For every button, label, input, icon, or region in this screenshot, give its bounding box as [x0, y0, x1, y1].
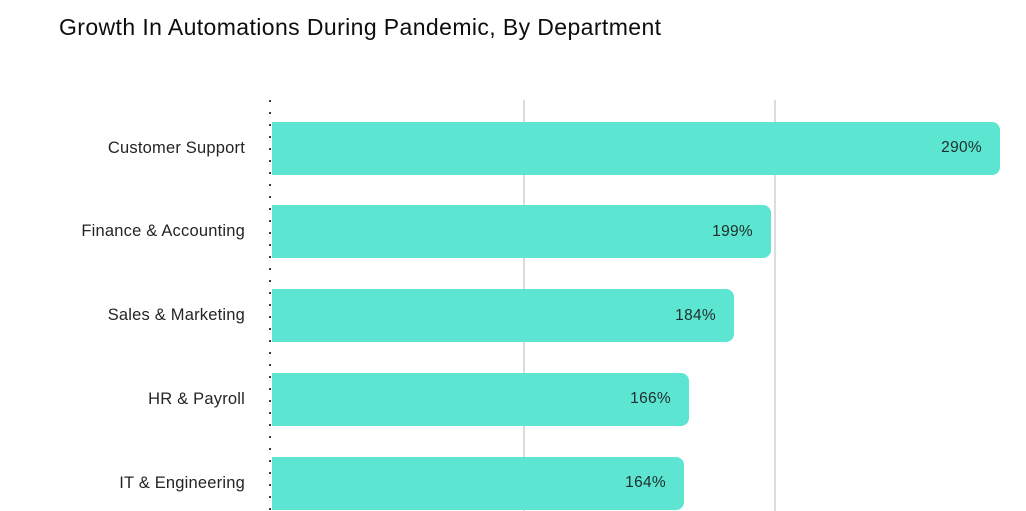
- bar: 166%: [272, 372, 689, 426]
- bar: 199%: [272, 205, 771, 259]
- category-label: Sales & Marketing: [107, 306, 245, 324]
- value-label: 184%: [675, 306, 716, 324]
- chart-title: Growth In Automations During Pandemic, B…: [59, 14, 662, 40]
- category-label: IT & Engineering: [119, 473, 245, 492]
- plot-area: Customer Support 290% Finance & Accounti…: [0, 100, 1026, 511]
- bar-row: Sales & Marketing 184%: [0, 289, 1026, 342]
- category-label: HR & Payroll: [148, 389, 245, 408]
- bar-row: HR & Payroll 166%: [0, 372, 1026, 426]
- bar-row: Customer Support 290%: [0, 121, 1026, 175]
- bar: 164%: [272, 456, 684, 510]
- value-label: 164%: [625, 474, 666, 491]
- value-label: 166%: [630, 390, 671, 408]
- bar: 290%: [272, 121, 1000, 175]
- zero-axis-dotted-line: [269, 100, 271, 511]
- category-label: Customer Support: [107, 138, 245, 157]
- bar: 184%: [272, 289, 734, 342]
- category-label: Finance & Accounting: [81, 222, 245, 241]
- value-label: 290%: [941, 139, 982, 156]
- value-label: 199%: [712, 222, 753, 240]
- bar-row: Finance & Accounting 199%: [0, 205, 1026, 259]
- bar-row: IT & Engineering 164%: [0, 456, 1026, 510]
- gridline-200: [774, 100, 776, 511]
